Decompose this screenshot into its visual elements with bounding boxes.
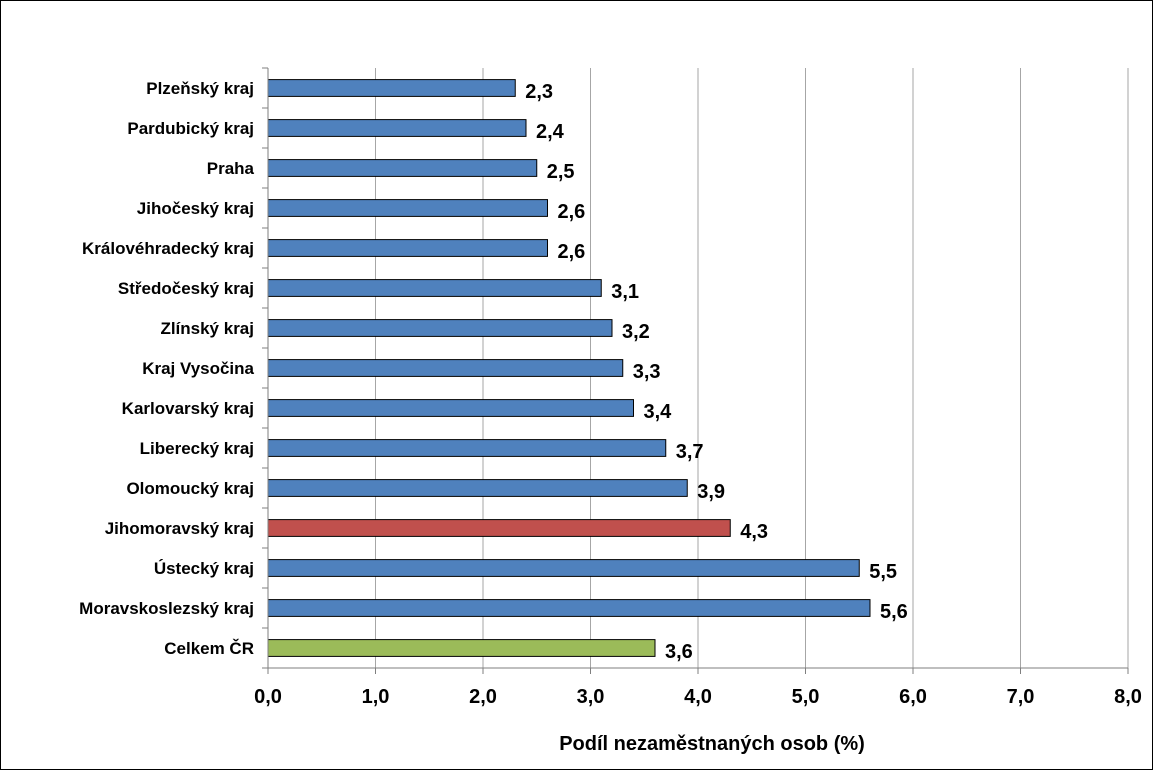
- category-label: Jihomoravský kraj: [105, 519, 254, 538]
- data-label: 2,6: [558, 201, 586, 223]
- category-label: Pardubický kraj: [127, 119, 254, 138]
- bar: [267, 559, 860, 577]
- bar: [267, 239, 548, 257]
- data-label: 2,6: [558, 241, 586, 263]
- bar: [267, 359, 624, 377]
- data-label: 5,5: [869, 561, 897, 583]
- category-label: Olomoucký kraj: [126, 479, 254, 498]
- data-label: 3,1: [611, 281, 639, 303]
- category-label: Kraj Vysočina: [142, 359, 254, 378]
- category-label: Zlínský kraj: [160, 319, 254, 338]
- bar: [267, 399, 634, 417]
- bar: [267, 199, 548, 217]
- data-label: 4,3: [740, 521, 768, 543]
- data-label: 3,2: [622, 321, 650, 343]
- bar: [267, 319, 613, 337]
- x-tick-label: 1,0: [362, 686, 390, 708]
- data-label: 5,6: [880, 601, 908, 623]
- bar: [267, 279, 602, 297]
- data-label: 2,5: [547, 161, 575, 183]
- value-labels: 2,3 2,4 2,5 2,6 2,6 3,1 3,2 3,3 3,43,7 3,9 4,3 5,5 5…: [525, 81, 908, 663]
- bar: [267, 119, 527, 137]
- x-axis: 0,0 1,0 2,0 3,0 4,0 5,0 6,0 7,0 8,0: [254, 67, 1142, 708]
- category-label: Praha: [207, 159, 255, 178]
- category-label: Středočeský kraj: [118, 279, 254, 298]
- category-labels: Plzeňský kraj Pardubický kraj Praha Jihočes…: [79, 79, 254, 658]
- category-label: Ústecký kraj: [154, 559, 254, 578]
- data-label: 3,4: [644, 401, 673, 423]
- category-label: Karlovarský kraj: [122, 399, 254, 418]
- bar: [267, 479, 688, 497]
- x-tick-label: 6,0: [899, 686, 927, 708]
- bar: [267, 599, 871, 617]
- bar: [267, 439, 667, 457]
- data-label: 3,7: [676, 441, 704, 463]
- category-label: Moravskoslezský kraj: [79, 599, 254, 618]
- category-label: Plzeňský kraj: [146, 79, 254, 98]
- bars: [267, 79, 871, 657]
- x-tick-label: 8,0: [1114, 686, 1142, 708]
- bar: [267, 159, 538, 177]
- bar: [267, 79, 516, 97]
- category-label: Liberecký kraj: [140, 439, 254, 458]
- data-label: 3,9: [697, 481, 725, 503]
- x-tick-label: 7,0: [1007, 686, 1035, 708]
- data-label: 3,6: [665, 641, 693, 663]
- x-tick-label: 0,0: [254, 686, 282, 708]
- data-label: 2,3: [525, 81, 553, 103]
- category-label: Královéhradecký kraj: [82, 239, 254, 258]
- bar: [267, 639, 656, 657]
- category-label: Jihočeský kraj: [137, 199, 254, 218]
- data-label: 3,3: [633, 361, 661, 383]
- x-tick-label: 3,0: [577, 686, 605, 708]
- bar: [267, 519, 731, 537]
- x-axis-title: Podíl nezaměstnaných osob (%): [559, 733, 865, 755]
- x-tick-label: 5,0: [792, 686, 820, 708]
- x-tick-label: 4,0: [684, 686, 712, 708]
- data-label: 2,4: [536, 121, 565, 143]
- x-tick-label: 2,0: [469, 686, 497, 708]
- category-label: Celkem ČR: [164, 639, 254, 658]
